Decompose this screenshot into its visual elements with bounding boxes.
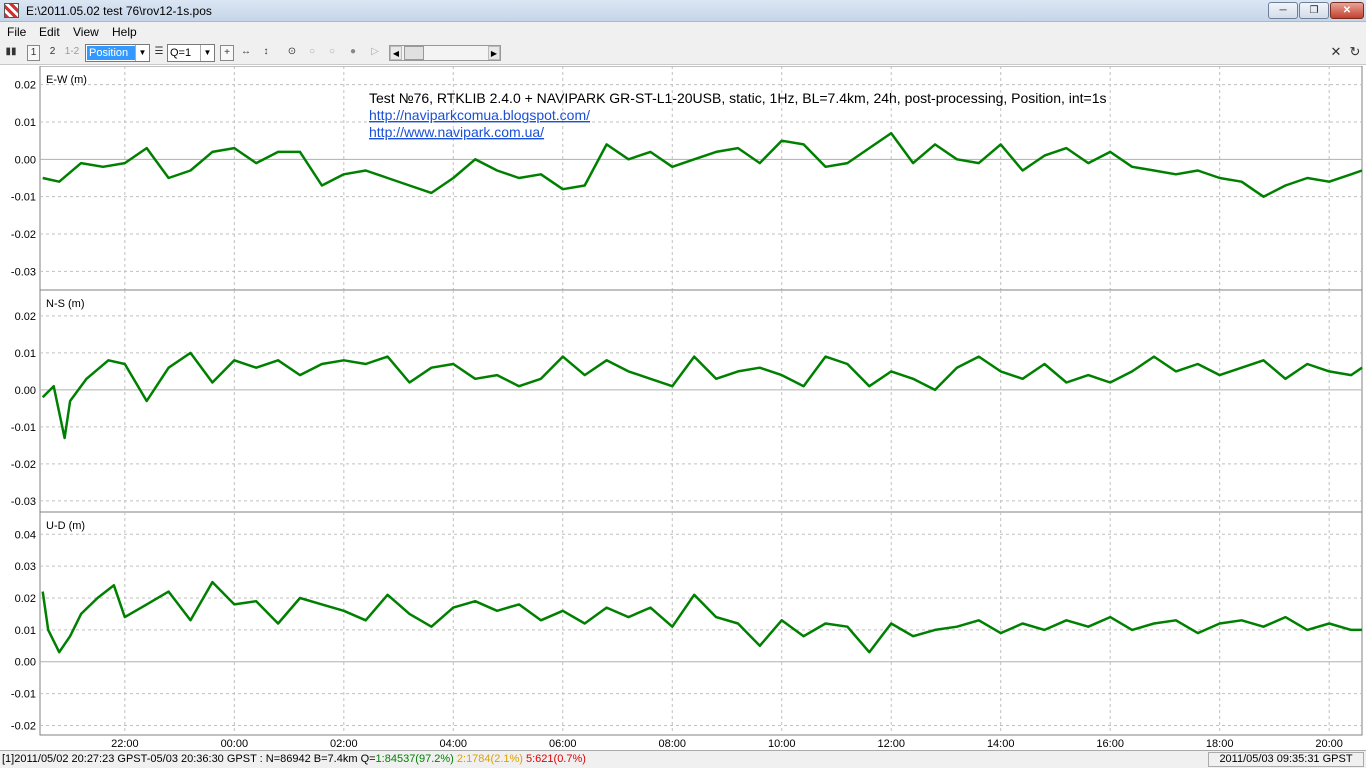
- circle-icon[interactable]: ○: [308, 46, 316, 57]
- y-tick-label: 0.04: [15, 529, 36, 541]
- chevron-down-icon: ▼: [135, 45, 149, 61]
- x-tick-label: 06:00: [549, 738, 577, 750]
- toolbar: ▮▮ 1 2 1-2 Position ▼ ☰ Q=1 ▼ + ↔ ↕ ⊙ ○ …: [0, 41, 1366, 65]
- reload-icon[interactable]: ↻: [1349, 44, 1361, 59]
- solution-12-button[interactable]: 1-2: [64, 46, 80, 57]
- time-slider[interactable]: ◀ ▶: [389, 45, 501, 61]
- x-tick-label: 12:00: [877, 738, 905, 750]
- status-q1: 1:84537(97.2%): [375, 753, 454, 765]
- fit-horizontal-icon[interactable]: ↔: [241, 46, 251, 57]
- y-tick-label: 0.02: [15, 80, 36, 92]
- status-q5: 5:621(0.7%): [526, 753, 586, 765]
- menu-edit[interactable]: Edit: [39, 25, 60, 39]
- y-tick-label: -0.03: [11, 496, 36, 508]
- annotation-title: Test №76, RTKLIB 2.4.0 + NAVIPARK GR-ST-…: [369, 90, 1107, 106]
- y-tick-label: 0.02: [15, 593, 36, 605]
- y-tick-label: -0.01: [11, 689, 36, 701]
- y-tick-label: -0.02: [11, 459, 36, 471]
- x-tick-label: 20:00: [1315, 738, 1343, 750]
- slider-right-icon[interactable]: ▶: [488, 46, 500, 60]
- panel-label: N-S (m): [46, 298, 85, 310]
- y-tick-label: -0.01: [11, 422, 36, 434]
- circle-icon-2[interactable]: ○: [328, 46, 336, 57]
- y-tick-label: -0.02: [11, 229, 36, 241]
- center-origin-icon[interactable]: +: [220, 45, 234, 61]
- y-tick-label: 0.00: [15, 657, 36, 669]
- maximize-button[interactable]: ❐: [1299, 2, 1329, 19]
- slider-thumb[interactable]: [404, 46, 424, 60]
- plot-type-value: Position: [87, 46, 135, 60]
- y-tick-label: 0.03: [15, 561, 36, 573]
- slider-left-icon[interactable]: ◀: [390, 46, 402, 60]
- plot-type-select[interactable]: Position ▼: [85, 44, 150, 62]
- x-tick-label: 04:00: [440, 738, 468, 750]
- menu-file[interactable]: File: [7, 25, 27, 39]
- series-line-0: [42, 131, 1363, 198]
- y-tick-label: 0.01: [15, 348, 36, 360]
- annotation-link-1[interactable]: http://naviparkcomua.blogspot.com/: [369, 107, 590, 123]
- close-icon[interactable]: ✕: [1330, 44, 1342, 59]
- x-tick-label: 00:00: [221, 738, 249, 750]
- dot-icon[interactable]: ●: [349, 46, 357, 57]
- menu-view[interactable]: View: [73, 25, 99, 39]
- y-tick-label: -0.01: [11, 192, 36, 204]
- series-line-2: [41, 580, 1362, 654]
- app-icon: [4, 3, 19, 18]
- y-tick-label: 0.00: [15, 385, 36, 397]
- y-tick-label: 0.01: [15, 625, 36, 637]
- quality-value: Q=1: [170, 47, 192, 59]
- plot-frame-1: [39, 289, 1363, 513]
- solution-1-button[interactable]: 1: [27, 45, 40, 61]
- x-tick-label: 08:00: [658, 738, 686, 750]
- menu-bar: File Edit View Help: [0, 22, 1366, 41]
- series-line-1: [41, 351, 1363, 440]
- x-tick-label: 18:00: [1206, 738, 1234, 750]
- status-q2: 2:1784(2.1%): [456, 753, 523, 765]
- y-tick-label: -0.03: [11, 266, 36, 278]
- status-time: 2011/05/03 09:35:31 GPST: [1208, 752, 1364, 767]
- play-icon[interactable]: ▷: [371, 46, 379, 57]
- x-tick-label: 10:00: [768, 738, 796, 750]
- y-tick-label: 0.00: [15, 154, 36, 166]
- title-bar: E:\2011.05.02 test 76\rov12-1s.pos ─ ❐ ✕: [0, 0, 1366, 22]
- solution-2-button[interactable]: 2: [49, 46, 56, 57]
- plot-frame-2: [39, 511, 1363, 736]
- chevron-down-icon: ▼: [200, 45, 214, 61]
- x-tick-label: 22:00: [111, 738, 139, 750]
- y-tick-label: 0.01: [15, 117, 36, 129]
- window-title: E:\2011.05.02 test 76\rov12-1s.pos: [26, 4, 212, 18]
- plot-frame-0: [39, 66, 1363, 291]
- lines-icon[interactable]: ☰: [154, 46, 164, 57]
- status-bar: [1]2011/05/02 20:27:23 GPST-05/03 20:36:…: [0, 750, 1366, 768]
- menu-help[interactable]: Help: [112, 25, 137, 39]
- x-tick-label: 02:00: [330, 738, 358, 750]
- y-tick-label: -0.02: [11, 720, 36, 732]
- panel-label: E-W (m): [46, 74, 87, 86]
- grip-icon: ▮▮: [5, 46, 17, 57]
- x-tick-label: 16:00: [1096, 738, 1124, 750]
- y-tick-label: 0.02: [15, 311, 36, 323]
- fit-vertical-icon[interactable]: ↕: [263, 46, 269, 57]
- status-info: [1]2011/05/02 20:27:23 GPST-05/03 20:36:…: [2, 753, 586, 765]
- status-main: [1]2011/05/02 20:27:23 GPST-05/03 20:36:…: [2, 753, 376, 765]
- position-chart[interactable]: 0.02 0.01 0.00 -0.01 -0.02 -0.03 E-W (m) 0.02 0.…: [0, 66, 1366, 750]
- target-icon[interactable]: ⊙: [287, 46, 297, 57]
- panel-label: U-D (m): [46, 520, 85, 532]
- quality-select[interactable]: Q=1 ▼: [167, 44, 215, 62]
- close-button[interactable]: ✕: [1330, 2, 1364, 19]
- annotation-link-2[interactable]: http://www.navipark.com.ua/: [369, 124, 544, 140]
- x-tick-label: 14:00: [987, 738, 1015, 750]
- minimize-button[interactable]: ─: [1268, 2, 1298, 19]
